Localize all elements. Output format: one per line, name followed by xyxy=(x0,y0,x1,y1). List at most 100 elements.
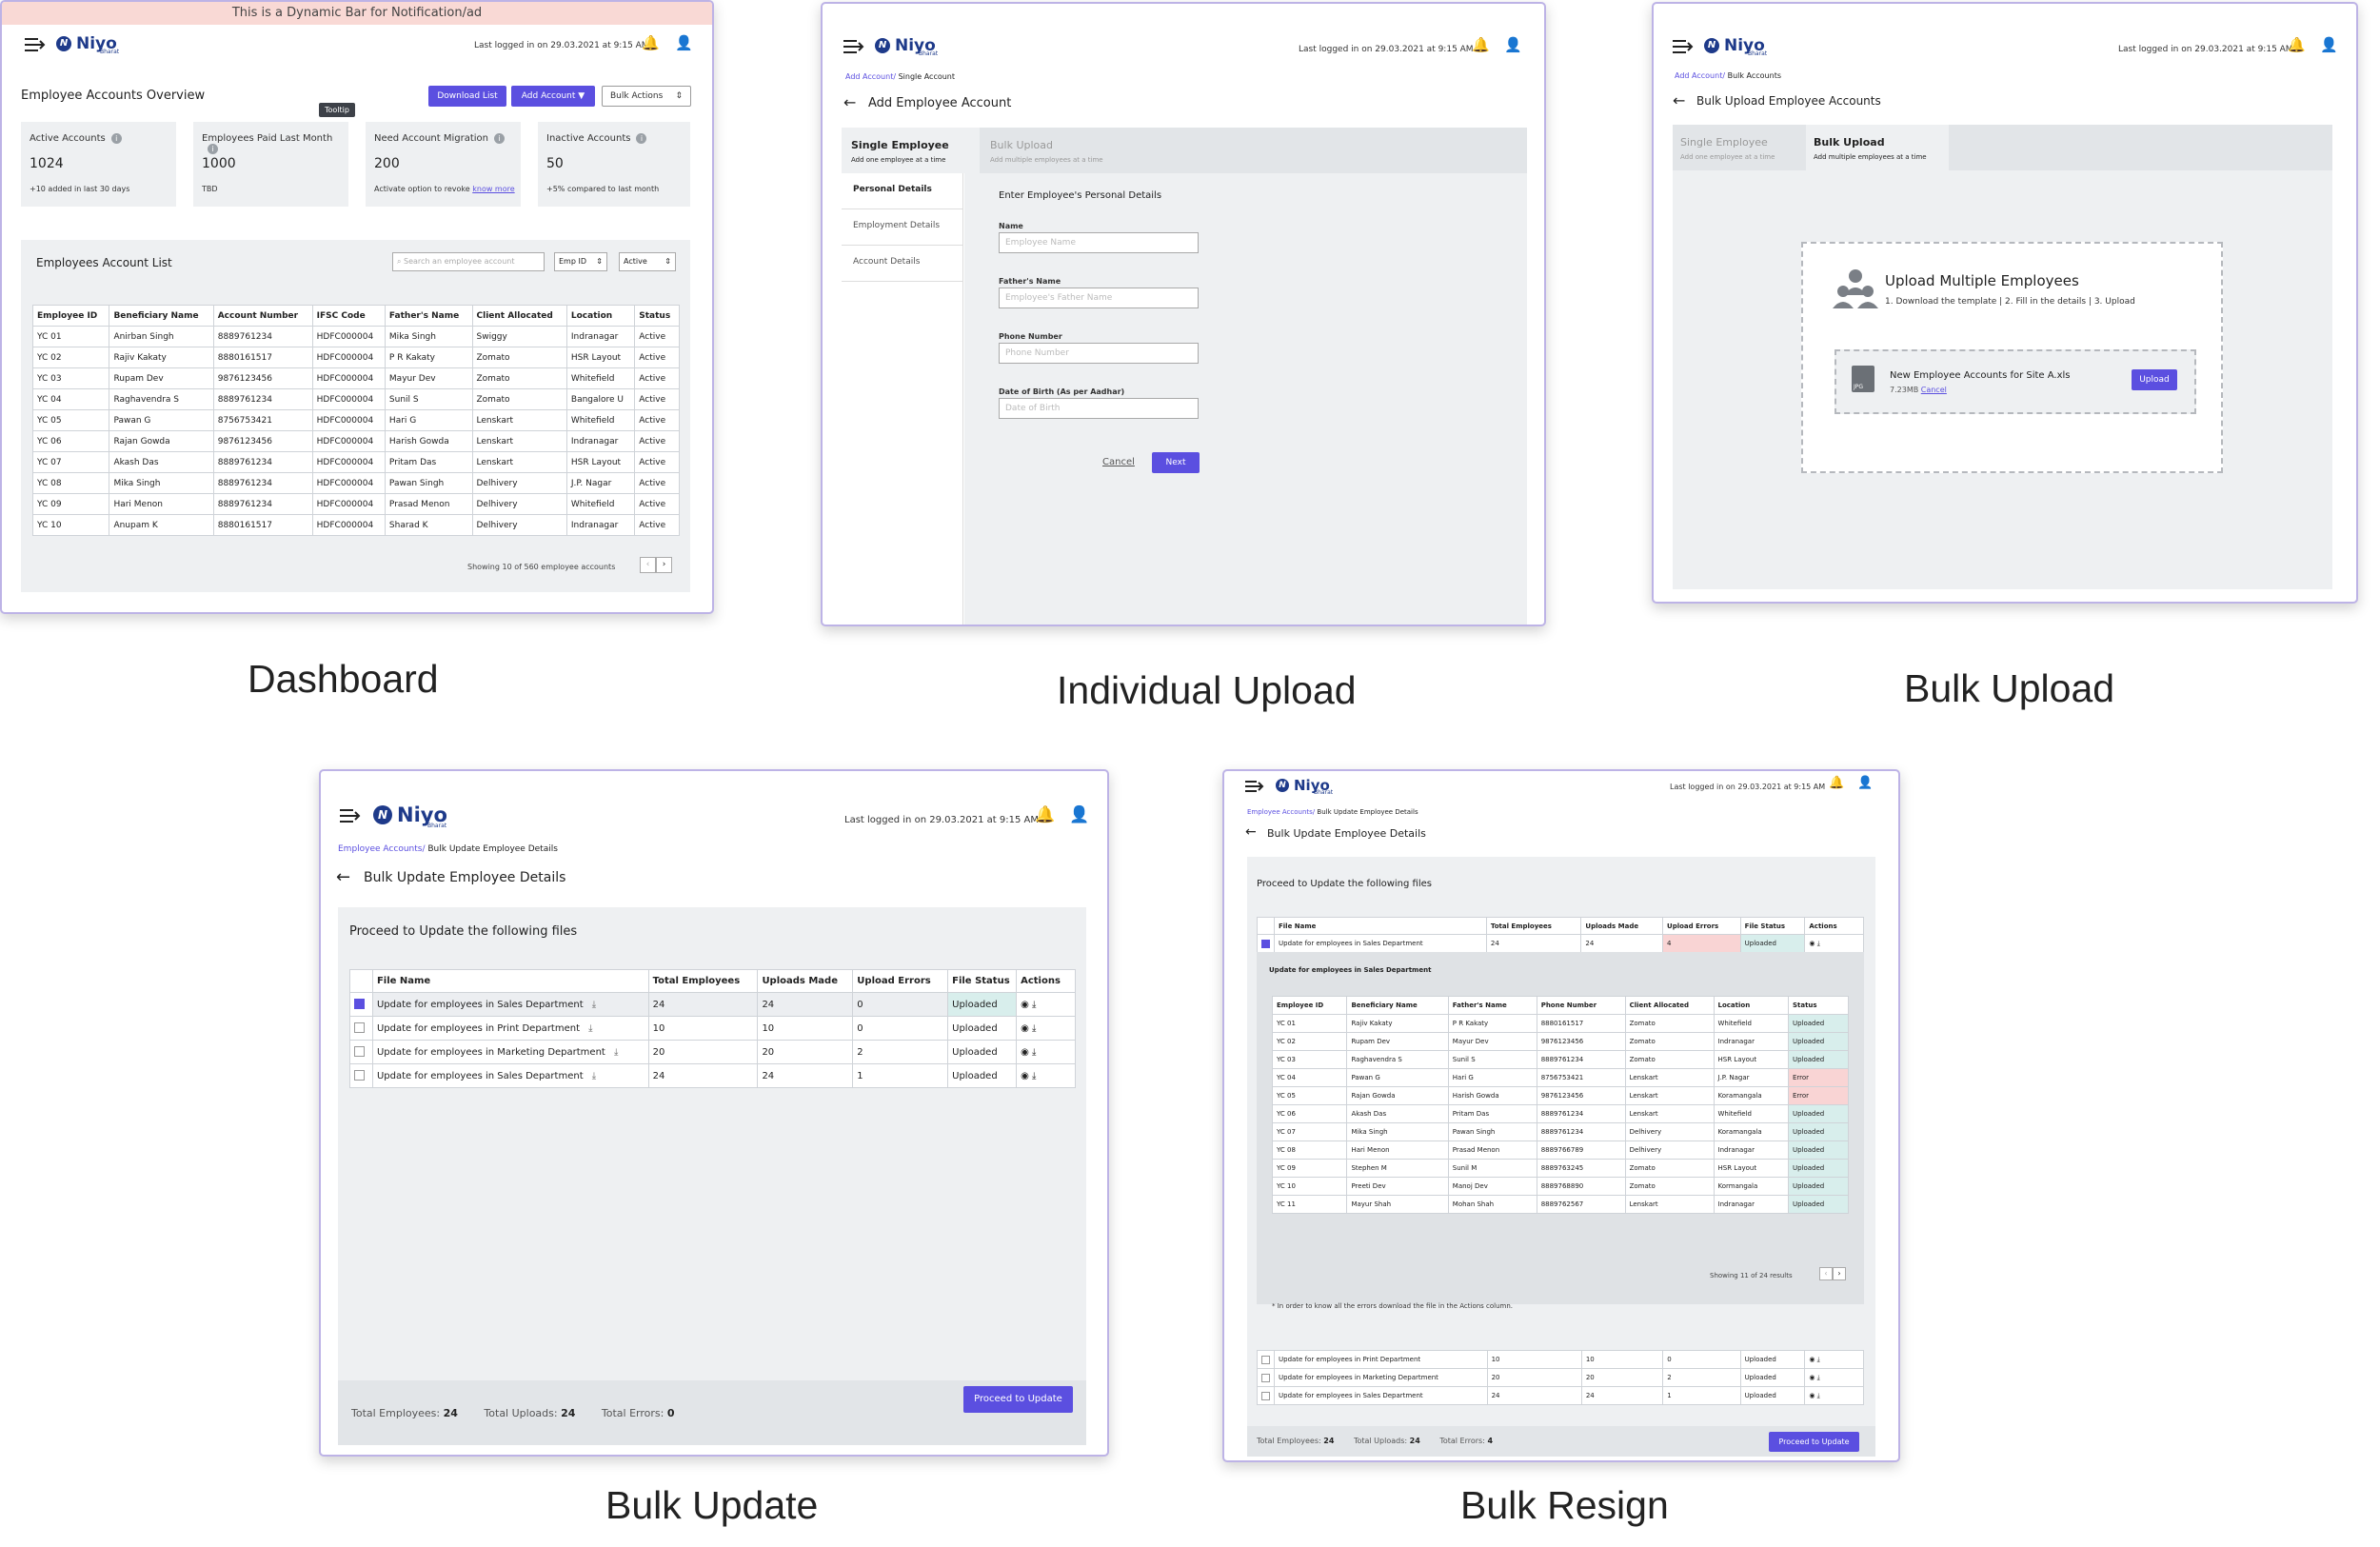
table-row[interactable]: Update for employees in Sales Department… xyxy=(1257,934,1864,953)
row-checkbox[interactable] xyxy=(354,1022,365,1034)
tab-bulk-upload[interactable]: Bulk Upload Add multiple employees at a … xyxy=(990,139,1103,164)
proceed-to-update-button[interactable]: Proceed to Update xyxy=(963,1386,1073,1413)
status-filter[interactable]: Active ⇕ xyxy=(619,252,676,271)
step-employment-details[interactable]: Employment Details xyxy=(842,209,963,246)
row-checkbox[interactable] xyxy=(354,999,365,1010)
table-row[interactable]: Update for employees in Marketing Depart… xyxy=(349,1040,1076,1064)
table-row[interactable]: YC 05 Rajan Gowda Harish Gowda 9876123456 Le… xyxy=(1271,1086,1850,1105)
eye-icon[interactable]: ◉ xyxy=(1021,1046,1032,1058)
table-row[interactable]: Update for employees in Print Department… xyxy=(349,1016,1076,1041)
download-icon[interactable]: ⤓ xyxy=(1032,1070,1037,1081)
eye-icon[interactable]: ◉ xyxy=(1021,1070,1032,1081)
download-icon[interactable]: ⤓ xyxy=(585,1022,593,1034)
download-icon[interactable]: ⤓ xyxy=(1816,939,1820,947)
table-row[interactable]: YC 06 Akash Das Pritam Das 8889761234 Lenska… xyxy=(1271,1104,1850,1123)
download-icon[interactable]: ⤓ xyxy=(1032,1022,1037,1034)
user-icon[interactable]: 👤 xyxy=(675,34,693,51)
next-button[interactable]: Next xyxy=(1152,452,1200,473)
upload-button[interactable]: Upload xyxy=(2132,369,2177,390)
table-row[interactable]: YC 07 Mika Singh Pawan Singh 8889761234 Delh… xyxy=(1271,1122,1850,1141)
step-personal-details[interactable]: Personal Details xyxy=(842,173,963,209)
download-icon[interactable]: ⤓ xyxy=(1032,1046,1037,1058)
table-row[interactable]: YC 09 Hari Menon 8889761234 HDFC000004 Prasa… xyxy=(31,493,680,515)
row-checkbox[interactable] xyxy=(354,1046,365,1058)
user-icon[interactable]: 👤 xyxy=(1857,776,1874,790)
pager-next-button[interactable]: › xyxy=(656,557,672,573)
table-row[interactable]: YC 05 Pawan G 8756753421 HDFC000004 Hari G Le… xyxy=(31,409,680,431)
download-icon[interactable]: ⤓ xyxy=(1032,999,1037,1010)
table-row[interactable]: Update for employees in Sales Department… xyxy=(1257,1386,1864,1405)
download-icon[interactable]: ⤓ xyxy=(588,1070,597,1081)
table-row[interactable]: YC 07 Akash Das 8889761234 HDFC000004 Pritam… xyxy=(31,451,680,473)
cancel-button[interactable]: Cancel xyxy=(1102,457,1135,467)
row-checkbox[interactable] xyxy=(1261,1373,1270,1382)
table-row[interactable]: YC 02 Rupam Dev Mayur Dev 9876123456 Zomato I… xyxy=(1271,1032,1850,1051)
name-field[interactable]: Employee Name xyxy=(999,232,1199,253)
search-input[interactable]: ⌕ Search an employee account xyxy=(392,252,545,271)
know-more-link[interactable]: know more xyxy=(472,185,515,193)
eye-icon[interactable]: ◉ xyxy=(1809,1355,1817,1363)
download-icon[interactable]: ⤓ xyxy=(1816,1355,1820,1363)
tab-single-employee[interactable]: Single Employee Add one employee at a ti… xyxy=(842,128,980,173)
table-row[interactable]: YC 02 Rajiv Kakaty 8880161517 HDFC000004 P R… xyxy=(31,347,680,368)
dob-field[interactable]: Date of Birth xyxy=(999,398,1199,419)
table-row[interactable]: Update for employees in Marketing Depart… xyxy=(1257,1368,1864,1387)
phone-field[interactable]: Phone Number xyxy=(999,343,1199,364)
tab-single-employee[interactable]: Single Employee Add one employee at a ti… xyxy=(1680,136,1775,161)
user-icon[interactable]: 👤 xyxy=(1069,805,1090,824)
download-icon[interactable]: ⤓ xyxy=(588,999,597,1010)
info-icon[interactable]: i xyxy=(208,144,218,154)
table-row[interactable]: YC 10 Preeti Dev Manoj Dev 8889768890 Zomato… xyxy=(1271,1177,1850,1196)
table-row[interactable]: YC 03 Raghavendra S Sunil S 8889761234 Zomat… xyxy=(1271,1050,1850,1069)
eye-icon[interactable]: ◉ xyxy=(1021,999,1032,1010)
cancel-link[interactable]: Cancel xyxy=(1920,386,1947,394)
eye-icon[interactable]: ◉ xyxy=(1809,1373,1817,1381)
bell-icon[interactable]: 🔔 xyxy=(1472,36,1490,53)
info-icon[interactable]: i xyxy=(494,133,506,144)
info-icon[interactable]: i xyxy=(636,133,647,144)
menu-icon[interactable] xyxy=(340,807,363,828)
father-name-field[interactable]: Employee's Father Name xyxy=(999,288,1199,308)
eye-icon[interactable]: ◉ xyxy=(1809,939,1815,947)
eye-icon[interactable]: ◉ xyxy=(1809,1391,1817,1399)
table-row[interactable]: YC 06 Rajan Gowda 9876123456 HDFC000004 Hari… xyxy=(31,430,680,452)
menu-icon[interactable] xyxy=(843,38,866,59)
bell-icon[interactable]: 🔔 xyxy=(642,34,660,51)
pager-prev-button[interactable]: ‹ xyxy=(1819,1267,1833,1280)
table-row[interactable]: YC 01 Anirban Singh 8889761234 HDFC000004 Mi… xyxy=(31,326,680,347)
pager-next-button[interactable]: › xyxy=(1833,1267,1846,1280)
table-row[interactable]: YC 04 Raghavendra S 8889761234 HDFC000004 Su… xyxy=(31,388,680,410)
menu-icon[interactable] xyxy=(1245,779,1266,798)
table-row[interactable]: YC 08 Hari Menon Prasad Menon 8889766789 Del… xyxy=(1271,1140,1850,1160)
bell-icon[interactable]: 🔔 xyxy=(2288,36,2306,53)
table-row[interactable]: YC 01 Rajiv Kakaty P R Kakaty 8880161517 Zom… xyxy=(1271,1014,1850,1033)
tab-bulk-upload[interactable]: Bulk Upload Add multiple employees at a … xyxy=(1806,125,1949,170)
pager-prev-button[interactable]: ‹ xyxy=(640,557,656,573)
bell-icon[interactable]: 🔔 xyxy=(1035,805,1056,824)
eye-icon[interactable]: ◉ xyxy=(1021,1022,1032,1034)
add-account-button[interactable]: Add Account ▼ xyxy=(511,86,595,107)
download-icon[interactable]: ⤓ xyxy=(1816,1373,1820,1381)
proceed-to-update-button[interactable]: Proceed to Update xyxy=(1769,1432,1859,1452)
row-checkbox[interactable] xyxy=(1261,1391,1270,1400)
back-arrow-icon[interactable]: ← xyxy=(843,93,857,111)
back-arrow-icon[interactable]: ← xyxy=(1245,824,1257,840)
row-checkbox[interactable] xyxy=(1261,939,1270,948)
table-row[interactable]: YC 04 Pawan G Hari G 8756753421 Lenskart J.P.… xyxy=(1271,1068,1850,1087)
menu-icon[interactable] xyxy=(1673,38,1696,59)
table-row[interactable]: YC 03 Rupam Dev 9876123456 HDFC000004 Mayur … xyxy=(31,367,680,389)
table-row[interactable]: Update for employees in Print Department… xyxy=(1257,1350,1864,1369)
download-list-button[interactable]: Download List xyxy=(428,86,506,107)
info-icon[interactable]: i xyxy=(110,133,122,144)
bell-icon[interactable]: 🔔 xyxy=(1829,776,1845,790)
table-row[interactable]: YC 09 Stephen M Sunil M 8889763245 Zomato HSR… xyxy=(1271,1159,1850,1178)
user-icon[interactable]: 👤 xyxy=(1504,36,1522,53)
table-row[interactable]: YC 10 Anupam K 8880161517 HDFC000004 Sharad … xyxy=(31,514,680,536)
step-account-details[interactable]: Account Details xyxy=(842,246,963,282)
back-arrow-icon[interactable]: ← xyxy=(1673,91,1686,109)
user-icon[interactable]: 👤 xyxy=(2320,36,2338,53)
table-row[interactable]: YC 11 Mayur Shah Mohan Shah 8889762567 Lensk… xyxy=(1271,1195,1850,1214)
menu-icon[interactable] xyxy=(25,36,48,57)
download-icon[interactable]: ⤓ xyxy=(610,1046,619,1058)
table-row[interactable]: YC 08 Mika Singh 8889761234 HDFC000004 Pawan… xyxy=(31,472,680,494)
